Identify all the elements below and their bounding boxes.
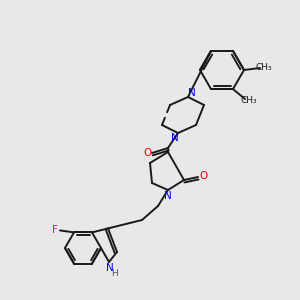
Text: N: N: [171, 133, 179, 143]
Text: F: F: [52, 225, 58, 236]
Text: O: O: [143, 148, 151, 158]
Text: N: N: [106, 263, 114, 273]
Text: CH₃: CH₃: [256, 62, 272, 71]
Text: N: N: [164, 191, 172, 201]
Text: CH₃: CH₃: [241, 96, 257, 105]
Text: H: H: [112, 269, 118, 278]
Text: O: O: [199, 171, 207, 181]
Text: N: N: [188, 88, 196, 98]
